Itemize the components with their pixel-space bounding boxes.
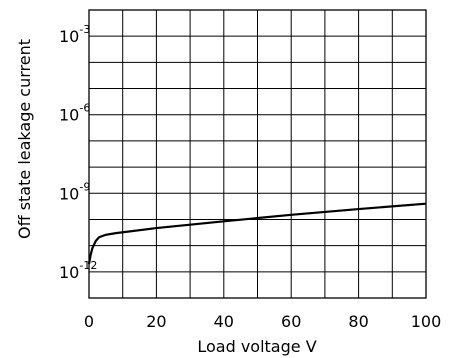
y-tick-label: 10-9 <box>59 180 90 203</box>
x-tick-labels: 0 20 40 60 80 100 <box>84 312 441 331</box>
x-tick-label: 0 <box>84 312 94 331</box>
y-tick-label: 10-6 <box>59 102 90 125</box>
grid <box>88 9 427 299</box>
x-tick-label: 20 <box>146 312 166 331</box>
x-tick-label: 80 <box>348 312 368 331</box>
y-tick-labels: 10-12 10-9 10-6 10-3 <box>59 23 97 282</box>
x-tick-label: 40 <box>214 312 234 331</box>
x-tick-label: 60 <box>281 312 301 331</box>
plot-frame <box>88 9 427 299</box>
series-line <box>87 202 427 265</box>
y-axis-label: Off state leakage current <box>15 39 34 239</box>
y-tick-label: 10-3 <box>59 23 90 46</box>
x-tick-label: 100 <box>411 312 442 331</box>
x-axis-label: Load voltage V <box>197 337 316 356</box>
y-tick-label: 10-12 <box>59 259 97 282</box>
